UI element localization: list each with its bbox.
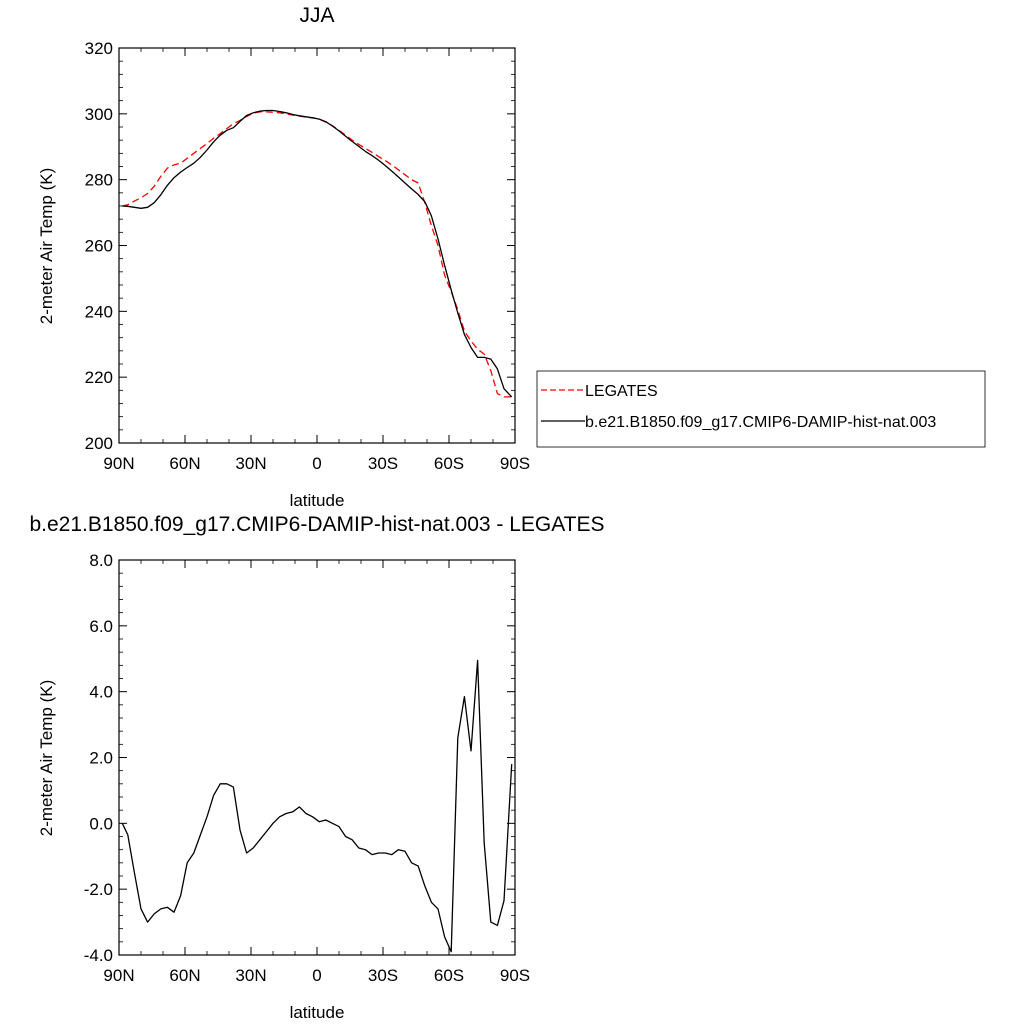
top-ytick-label: 200: [85, 434, 113, 453]
top-chart-series: [122, 109, 513, 398]
top-xtick-label: 0: [312, 454, 321, 473]
top-chart-axes: 90N 60N 30N 0 30S 60S 90S 200 220 240 260 280 300 320: [85, 39, 531, 473]
top-chart-legend: LEGATES b.e21.B1850.f09_g17.CMIP6-DAMIP-…: [536, 370, 986, 448]
top-xtick-label: 30S: [368, 454, 398, 473]
top-ytick-label: 320: [85, 39, 113, 58]
legend-label-legates: LEGATES: [585, 383, 658, 400]
top-chart-ylabel: 2-meter Air Temp (K): [37, 168, 56, 325]
legend-label-model: b.e21.B1850.f09_g17.CMIP6-DAMIP-hist-nat…: [585, 414, 936, 431]
top-xtick-label: 60N: [169, 454, 200, 473]
top-series-line-1: [122, 109, 513, 398]
top-ytick-label: 240: [85, 302, 113, 321]
top-ytick-label: 280: [85, 171, 113, 190]
bottom-xtick-label: 0: [312, 966, 321, 985]
bottom-xtick-label: 30S: [368, 966, 398, 985]
bottom-xtick-label: 60S: [434, 966, 464, 985]
top-chart: JJA 90N 60N 30N 0 30S 60S 90S 200 220 240 260 280 30…: [37, 4, 986, 510]
top-chart-xlabel: latitude: [290, 491, 345, 510]
top-series-line-0: [122, 111, 512, 398]
bottom-chart-series: [121, 659, 513, 953]
bottom-ytick-label: 2.0: [89, 749, 113, 768]
top-xtick-label: 90S: [500, 454, 530, 473]
bottom-chart-ylabel: 2-meter Air Temp (K): [37, 680, 56, 837]
bottom-xtick-label: 60N: [169, 966, 200, 985]
top-ytick-label: 260: [85, 237, 113, 256]
bottom-ytick-label: -4.0: [84, 946, 113, 965]
top-xtick-label: 60S: [434, 454, 464, 473]
bottom-series-line-0: [121, 659, 513, 953]
top-ytick-label: 220: [85, 368, 113, 387]
bottom-chart-title: b.e21.B1850.f09_g17.CMIP6-DAMIP-hist-nat…: [29, 513, 604, 536]
bottom-xtick-label: 90S: [500, 966, 530, 985]
bottom-ytick-label: 6.0: [89, 617, 113, 636]
top-xtick-label: 90N: [103, 454, 134, 473]
bottom-ytick-label: -2.0: [84, 880, 113, 899]
top-chart-title: JJA: [299, 4, 334, 27]
bottom-xtick-label: 90N: [103, 966, 134, 985]
bottom-xtick-label: 30N: [235, 966, 266, 985]
bottom-chart-axes: 90N 60N 30N 0 30S 60S 90S -4.0 -2.0 0.0 2.0 4.0 6.0 8…: [84, 551, 530, 985]
bottom-chart-xlabel: latitude: [290, 1003, 345, 1022]
bottom-chart-plot-frame: [118, 559, 516, 956]
bottom-chart: b.e21.B1850.f09_g17.CMIP6-DAMIP-hist-nat…: [29, 513, 604, 1022]
legend-box: [536, 370, 986, 448]
top-chart-plot-frame: [118, 47, 516, 444]
bottom-ytick-label: 4.0: [89, 683, 113, 702]
bottom-ytick-label: 0.0: [89, 814, 113, 833]
bottom-ytick-label: 8.0: [89, 551, 113, 570]
top-xtick-label: 30N: [235, 454, 266, 473]
top-ytick-label: 300: [85, 105, 113, 124]
